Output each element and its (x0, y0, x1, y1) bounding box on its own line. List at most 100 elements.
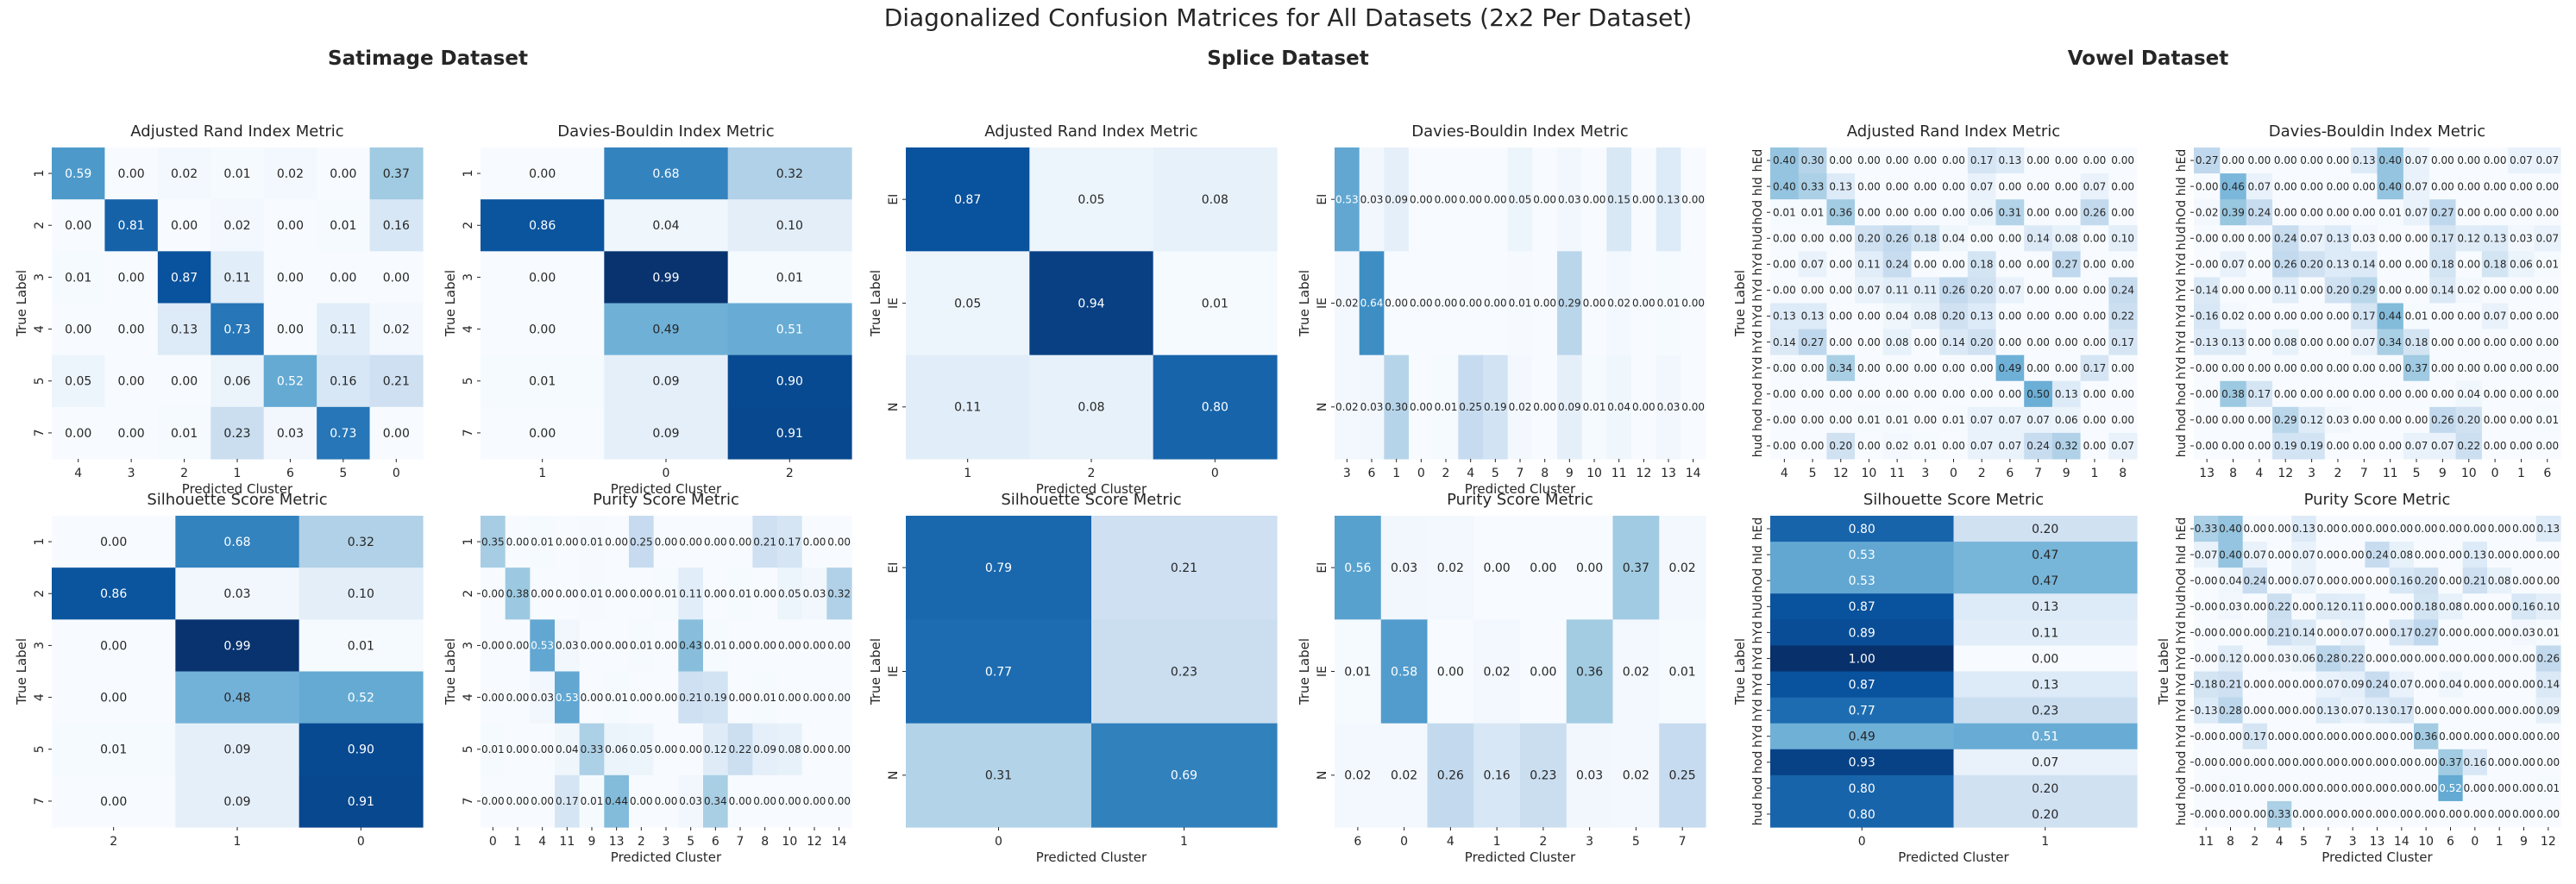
cell-value-label: 0.00 (2510, 336, 2533, 348)
x-tick-label: 0 (1417, 467, 1425, 480)
cell-value-label: 0.37 (2405, 362, 2428, 374)
cell-value-label: 0.02 (1391, 769, 1417, 783)
cell-value-label: 0.00 (2219, 756, 2242, 768)
cell-value-label: 0.00 (630, 587, 653, 599)
cell-value-label: 0.00 (2327, 180, 2350, 192)
cell-value-label: 0.01 (2535, 259, 2559, 271)
heatmap-cell (1995, 147, 2025, 174)
heatmap-cell (777, 619, 803, 673)
cell-value-label: 0.00 (2221, 414, 2245, 426)
cell-value-label: 0.31 (985, 769, 1012, 783)
heatmap-cell (2024, 432, 2053, 460)
cell-value-label: 0.00 (2055, 310, 2078, 323)
heatmap-cell (210, 199, 265, 252)
x-tick-label: 0 (1858, 835, 1866, 849)
cell-value-label: 0.00 (803, 640, 826, 652)
cell-value-label: 0.32 (827, 587, 851, 599)
heatmap-cell (2242, 723, 2268, 750)
cell-value-label: 0.00 (2378, 362, 2402, 374)
heatmap-cell (1798, 432, 1827, 460)
cell-value-label: 0.01 (2536, 627, 2560, 639)
cell-value-label: 0.00 (2300, 362, 2323, 374)
cell-value-label: 0.20 (2032, 523, 2058, 536)
x-tick-label: 5 (339, 467, 347, 480)
heatmap-cell (52, 723, 176, 776)
heatmap-cell (2291, 619, 2317, 647)
panel-title: Adjusted Rand Index Metric (130, 122, 343, 141)
cell-value-label: 0.09 (223, 795, 250, 809)
cell-value-label: 0.17 (2083, 362, 2107, 374)
x-tick-label: 1 (964, 467, 971, 480)
cell-value-label: 0.52 (348, 691, 374, 705)
panel-title: Davies-Bouldin Index Metric (1411, 122, 1628, 141)
heatmap-cell (727, 354, 852, 408)
heatmap-cell (481, 671, 506, 724)
cell-value-label: 0.00 (2221, 154, 2245, 166)
heatmap-cell (1855, 303, 1884, 330)
heatmap-cell (2429, 277, 2457, 304)
x-tick-label: 12 (807, 835, 822, 849)
heatmap-cell (1770, 800, 1955, 828)
cell-value-label: 0.00 (1857, 336, 1881, 348)
cell-value-label: 0.13 (2055, 388, 2078, 400)
cell-value-label: 0.00 (2316, 523, 2340, 535)
heatmap-cell (2194, 749, 2219, 776)
y-tick-label: N (887, 403, 901, 411)
heatmap-cell (2242, 516, 2268, 542)
heatmap-cell (703, 723, 729, 776)
cell-value-label: 0.68 (223, 536, 250, 549)
heatmap-cell (1770, 277, 1800, 304)
heatmap-cell (2315, 542, 2341, 568)
cell-value-label: 0.00 (2439, 730, 2462, 743)
heatmap-cell (2438, 593, 2464, 620)
heatmap-cell (2403, 199, 2430, 226)
heatmap-cell (2242, 645, 2268, 673)
cell-value-label: 0.00 (1773, 362, 1796, 374)
x-tick-label: 11 (1889, 467, 1905, 480)
heatmap-cell (263, 354, 317, 408)
cell-value-label: 0.00 (2196, 232, 2219, 244)
heatmap-cell (1911, 380, 1940, 408)
cell-value-label: 0.00 (827, 743, 851, 755)
cell-value-label: 0.18 (1913, 232, 1937, 244)
cell-value-label: 0.00 (2488, 523, 2511, 535)
heatmap-cell (1656, 251, 1681, 356)
cell-value-label: 0.02 (1669, 561, 1696, 575)
heatmap-cell (2487, 774, 2512, 802)
heatmap-cell (2246, 303, 2273, 330)
cell-value-label: 0.00 (2536, 574, 2560, 586)
y-tick-label: hUd (2175, 226, 2189, 250)
heatmap-cell (1882, 432, 1913, 460)
cell-value-label: 0.07 (2535, 154, 2559, 166)
cell-value-label: 0.00 (1829, 259, 1852, 271)
heatmap-cell (1826, 277, 1856, 304)
heatmap-cell (2194, 432, 2221, 460)
cell-value-label: 0.07 (2221, 259, 2245, 271)
cell-value-label: 0.00 (2378, 414, 2402, 426)
y-tick-label: hYd (1751, 621, 1765, 643)
heatmap-cell (2051, 329, 2082, 356)
heatmap-cell (2351, 251, 2378, 279)
cell-value-label: 0.00 (2111, 362, 2134, 374)
cell-value-label: 0.00 (679, 743, 702, 755)
cell-value-label: 0.24 (2248, 206, 2271, 218)
cell-value-label: 0.00 (2327, 154, 2350, 166)
cell-value-label: 0.00 (2248, 310, 2271, 323)
heatmap-cell (2438, 645, 2464, 673)
heatmap-cell (727, 671, 753, 724)
cell-value-label: 0.00 (2512, 523, 2535, 535)
heatmap-cell (2534, 329, 2561, 356)
heatmap-cell (1507, 251, 1533, 356)
cell-value-label: 0.00 (2415, 679, 2438, 691)
heatmap-cell (1483, 354, 1509, 460)
cell-value-label: 0.00 (171, 219, 198, 233)
cell-value-label: 0.00 (1576, 561, 1603, 575)
cell-value-label: 0.26 (1886, 232, 1909, 244)
heatmap-cell (703, 774, 729, 828)
y-tick-label: hOd (1751, 568, 1765, 593)
cell-value-label: 0.00 (2457, 362, 2480, 374)
heatmap-cell (298, 567, 424, 620)
heatmap-cell (1335, 723, 1382, 828)
heatmap-cell (104, 406, 159, 460)
cell-value-label: 0.36 (1576, 665, 1603, 679)
